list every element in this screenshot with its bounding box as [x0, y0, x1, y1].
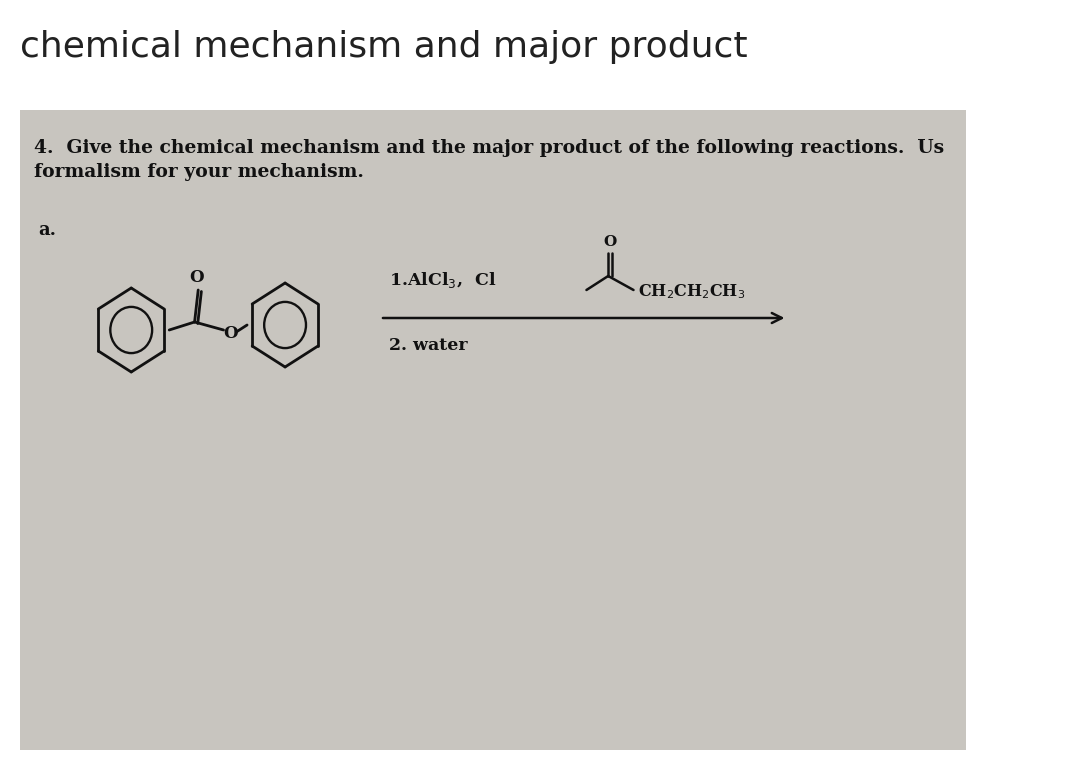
Text: 2. water: 2. water	[389, 338, 468, 355]
Text: chemical mechanism and major product: chemical mechanism and major product	[19, 30, 747, 64]
Text: O: O	[189, 268, 204, 285]
Text: CH$_2$CH$_2$CH$_3$: CH$_2$CH$_2$CH$_3$	[638, 283, 745, 301]
Text: a.: a.	[38, 221, 56, 239]
Text: 1.AlCl$_3$,  Cl: 1.AlCl$_3$, Cl	[389, 270, 497, 290]
Text: O: O	[604, 235, 617, 249]
Text: 4.  Give the chemical mechanism and the major product of the following reactions: 4. Give the chemical mechanism and the m…	[35, 139, 945, 157]
FancyBboxPatch shape	[19, 110, 966, 750]
Text: O: O	[224, 325, 238, 342]
Text: formalism for your mechanism.: formalism for your mechanism.	[35, 163, 364, 181]
